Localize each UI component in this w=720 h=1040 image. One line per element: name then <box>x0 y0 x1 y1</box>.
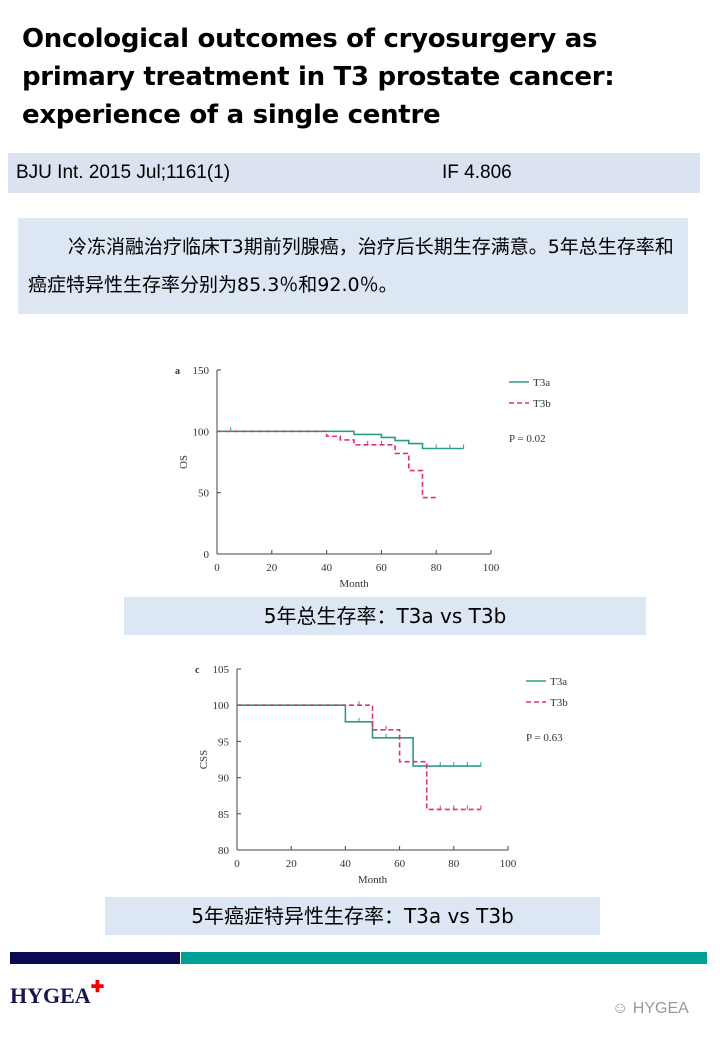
legend-label: T3b <box>550 697 568 709</box>
summary-text: 冷冻消融治疗临床T3期前列腺癌，治疗后长期生存满意。5年总生存率和癌症特异性生存… <box>18 218 688 314</box>
x-tick-label: 80 <box>448 858 460 870</box>
y-axis-label: CSS <box>198 750 210 770</box>
x-tick-label: 20 <box>286 858 298 870</box>
x-tick-label: 40 <box>340 858 352 870</box>
series-line-T3a <box>217 430 464 450</box>
y-tick-label: 95 <box>218 736 230 748</box>
os-chart: 0 20 40 60 80 100 0 50 100 150 Month OS a T3a T3b P = 0… <box>175 365 551 590</box>
x-tick-label: 60 <box>394 858 406 870</box>
x-axis-label: Month <box>358 874 388 886</box>
legend-label: T3a <box>550 676 567 688</box>
y-tick-label: 50 <box>198 488 210 500</box>
x-tick-label: 0 <box>214 562 220 574</box>
x-tick-label: 100 <box>483 562 500 574</box>
citation-bar: BJU Int. 2015 Jul;1161(1) IF 4.806 <box>8 153 700 193</box>
wechat-icon: ☺ <box>612 1000 633 1017</box>
legend-label: T3a <box>533 377 550 389</box>
x-tick-label: 80 <box>431 562 443 574</box>
logo-text: HYGEA <box>10 983 91 1008</box>
journal-reference: BJU Int. 2015 Jul;1161(1) <box>16 162 231 183</box>
y-tick-label: 0 <box>204 549 210 561</box>
y-tick-label: 150 <box>193 365 210 377</box>
css-caption: 5年癌症特异性生存率：T3a vs T3b <box>105 897 600 935</box>
footer-bar-teal <box>181 952 707 964</box>
y-tick-label: 100 <box>213 700 230 712</box>
series-line-T3b <box>237 704 481 811</box>
x-tick-label: 100 <box>500 858 517 870</box>
series-line-T3b <box>217 430 437 499</box>
watermark: ☺ HYGEA <box>612 1000 689 1017</box>
red-cross-icon: ✚ <box>90 979 105 996</box>
x-tick-label: 20 <box>266 562 278 574</box>
impact-factor: IF 4.806 <box>442 162 512 183</box>
panel-label: c <box>195 665 200 676</box>
p-value: P = 0.63 <box>526 732 563 744</box>
x-tick-label: 60 <box>376 562 388 574</box>
panel-label: a <box>175 366 180 377</box>
legend-label: T3b <box>533 398 551 410</box>
series-line-T3a <box>237 704 481 767</box>
y-tick-label: 90 <box>218 773 230 785</box>
y-tick-label: 100 <box>193 426 210 438</box>
css-chart: 0 20 40 60 80 100 80 85 90 95 100 105 Month CSS c T3a T3… <box>195 664 568 886</box>
y-axis-label: OS <box>178 455 190 469</box>
footer-bar-navy <box>10 952 180 964</box>
y-tick-label: 85 <box>218 809 230 821</box>
p-value: P = 0.02 <box>509 433 546 445</box>
x-tick-label: 0 <box>234 858 240 870</box>
y-tick-label: 105 <box>213 664 230 676</box>
x-axis-label: Month <box>339 578 369 590</box>
y-tick-label: 80 <box>218 845 230 857</box>
x-tick-label: 40 <box>321 562 333 574</box>
hygea-logo: HYGEA✚ <box>10 979 104 1009</box>
page-title: Oncological outcomes of cryosurgery as p… <box>22 24 615 130</box>
os-caption: 5年总生存率：T3a vs T3b <box>124 597 646 635</box>
